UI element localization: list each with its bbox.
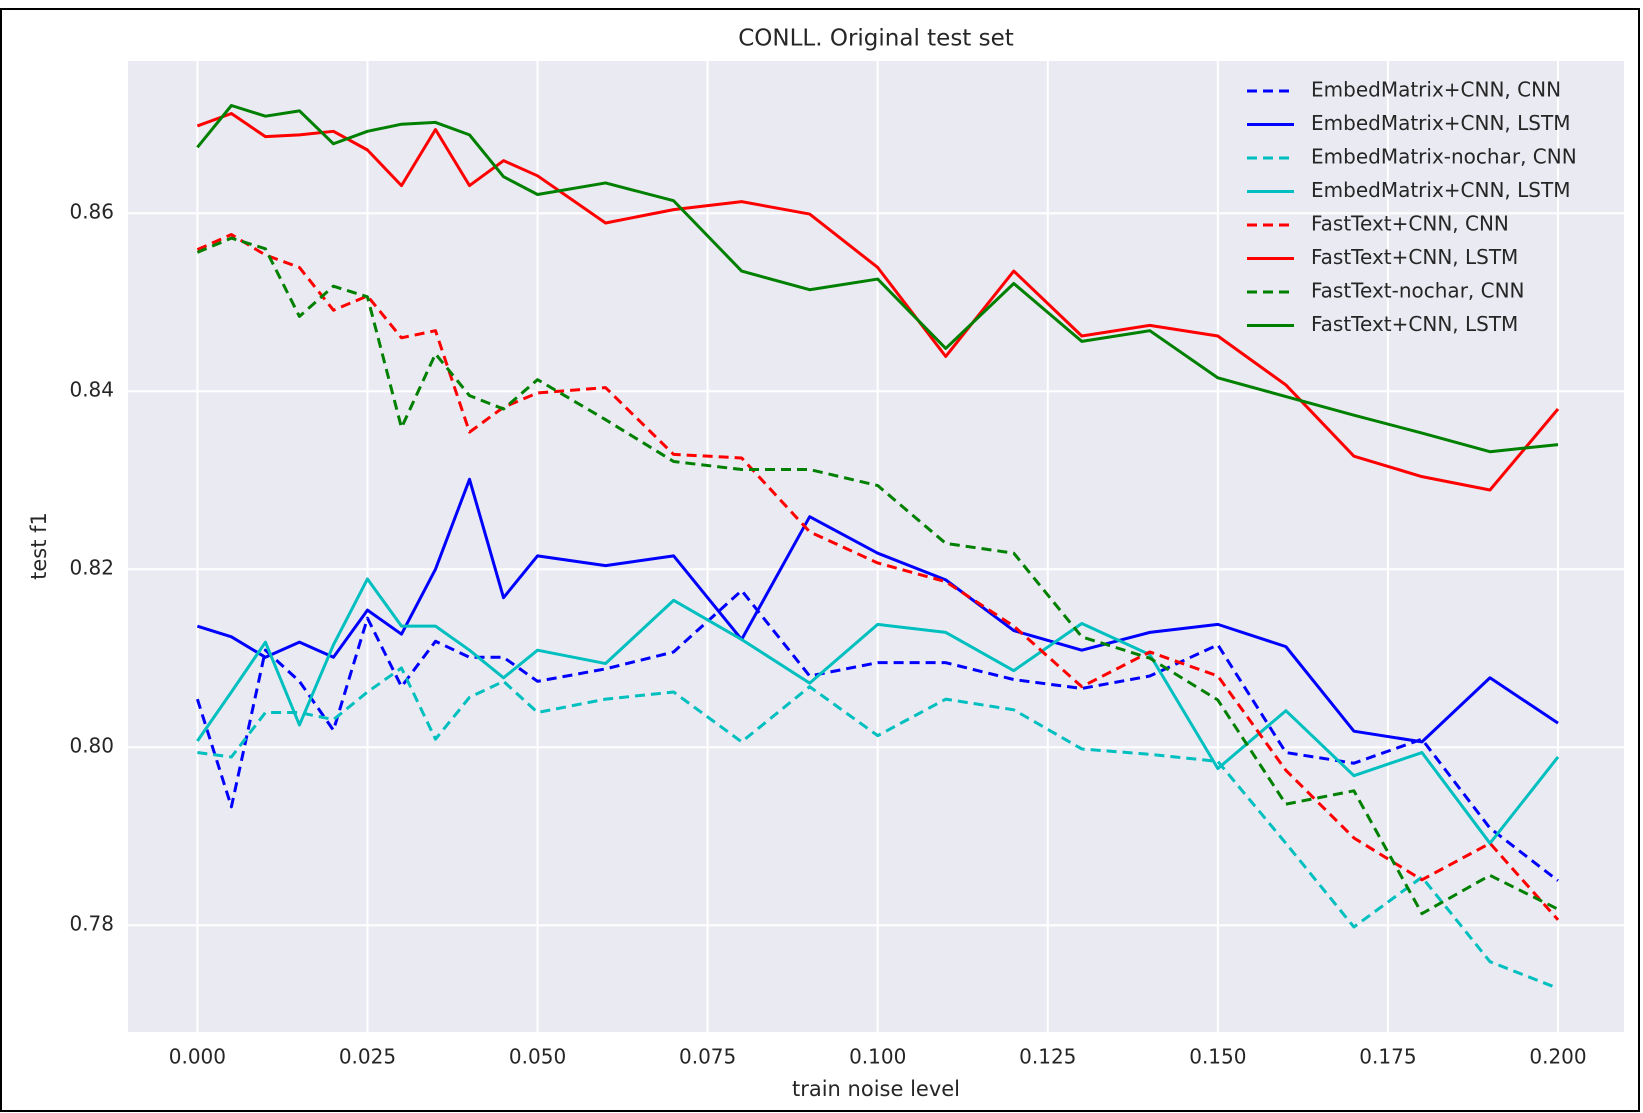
y-axis-label: test f1 bbox=[27, 512, 51, 580]
plot-area bbox=[128, 61, 1624, 1032]
legend-label: EmbedMatrix+CNN, LSTM bbox=[1311, 178, 1570, 202]
series-line bbox=[196, 233, 1560, 921]
y-tick-label: 0.86 bbox=[69, 200, 114, 224]
grid bbox=[128, 61, 1624, 1032]
x-tick-label: 0.000 bbox=[169, 1045, 226, 1069]
series-line bbox=[195, 589, 1559, 882]
x-tick-label: 0.150 bbox=[1189, 1045, 1246, 1069]
legend-label: FastText+CNN, LSTM bbox=[1311, 312, 1518, 336]
y-tick-label: 0.82 bbox=[69, 556, 114, 580]
series-line bbox=[196, 112, 1560, 492]
series-line bbox=[196, 104, 1559, 454]
series-line bbox=[196, 236, 1559, 916]
x-tick-label: 0.200 bbox=[1529, 1045, 1586, 1069]
series-line bbox=[197, 666, 1559, 990]
series-line bbox=[196, 477, 1559, 744]
y-tick-label: 0.84 bbox=[69, 378, 114, 402]
lines bbox=[195, 104, 1560, 990]
legend-label: EmbedMatrix+CNN, LSTM bbox=[1311, 111, 1570, 135]
x-tick-label: 0.050 bbox=[509, 1045, 566, 1069]
series-line bbox=[196, 577, 1560, 845]
x-tick-label: 0.175 bbox=[1359, 1045, 1416, 1069]
x-axis-label: train noise level bbox=[792, 1077, 960, 1101]
legend-label: FastText+CNN, CNN bbox=[1311, 212, 1509, 236]
y-tick-label: 0.80 bbox=[69, 734, 114, 758]
x-tick-label: 0.075 bbox=[679, 1045, 736, 1069]
legend-label: EmbedMatrix+CNN, CNN bbox=[1311, 78, 1561, 102]
legend: EmbedMatrix+CNN, CNN EmbedMatrix+CNN, LST… bbox=[1247, 78, 1577, 336]
y-tick-label: 0.78 bbox=[69, 912, 114, 936]
legend-label: FastText+CNN, LSTM bbox=[1311, 245, 1518, 269]
x-tick-label: 0.125 bbox=[1019, 1045, 1076, 1069]
legend-label: FastText-nochar, CNN bbox=[1311, 279, 1525, 303]
x-tick-label: 0.025 bbox=[339, 1045, 396, 1069]
chart-title: CONLL. Original test set bbox=[738, 26, 1014, 52]
legend-label: EmbedMatrix-nochar, CNN bbox=[1311, 145, 1577, 169]
x-tick-label: 0.100 bbox=[849, 1045, 906, 1069]
